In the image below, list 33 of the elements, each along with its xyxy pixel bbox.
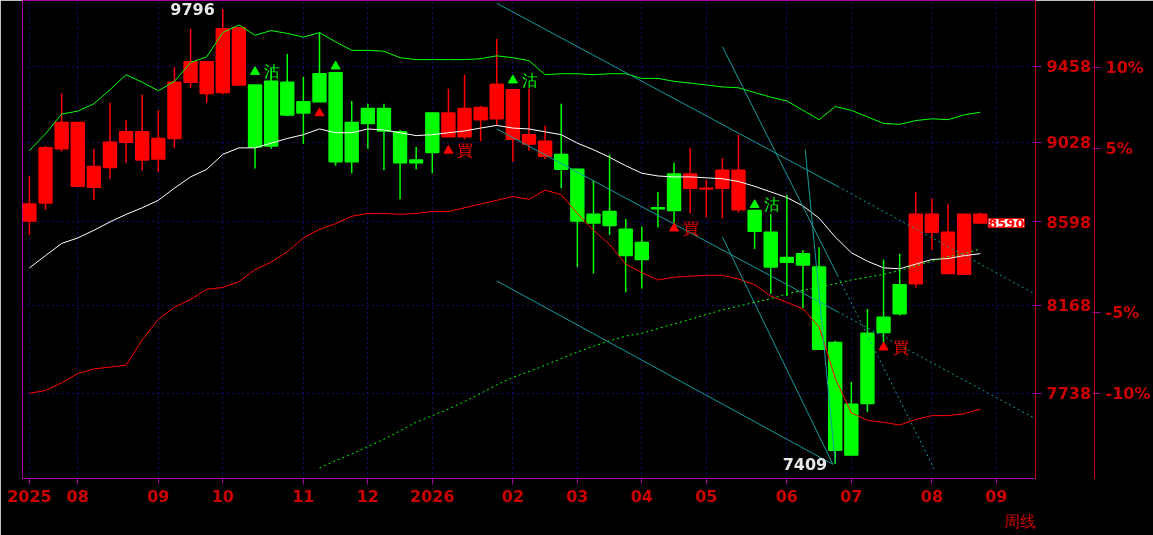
x-tick-label: 07 — [840, 486, 863, 506]
x-tick-label: 09 — [985, 486, 1008, 506]
x-tick-label: 06 — [775, 486, 798, 506]
y2-tick-label: -10% — [1105, 384, 1151, 404]
text: 周线 — [1003, 511, 1036, 531]
x-tick-label: 10 — [211, 486, 234, 506]
data-label: 沽 — [521, 70, 538, 90]
data-label: 買 — [457, 141, 474, 161]
y-tick-label: 8598 — [1046, 212, 1092, 232]
x-tick-label: 03 — [566, 486, 589, 506]
annotation: 8590 — [988, 215, 1025, 231]
x-tick-label: 2026 — [410, 486, 455, 506]
annotation: 9796 — [170, 0, 215, 20]
y2-tick-label: -5% — [1105, 302, 1140, 322]
y-tick-label: 9458 — [1046, 57, 1092, 77]
x-tick-label: 08 — [66, 486, 89, 506]
x-tick-label: 09 — [147, 486, 170, 506]
x-tick-label: 04 — [630, 486, 653, 506]
x-tick-label: 2025 — [7, 486, 52, 506]
x-tick-label: 11 — [292, 486, 315, 506]
y2-tick-label: 10% — [1105, 57, 1144, 77]
x-tick-label: 05 — [695, 486, 718, 506]
annotation: 7409 — [782, 454, 828, 474]
data-label: 買 — [683, 218, 700, 238]
y-tick-label: 9028 — [1046, 133, 1092, 153]
y2-tick-label: 5% — [1105, 139, 1133, 159]
y-tick-label: 8168 — [1046, 296, 1092, 316]
x-tick-label: 12 — [356, 486, 379, 506]
data-label: 沽 — [763, 195, 780, 215]
x-tick-label: 02 — [501, 486, 525, 506]
data-label: 買 — [892, 337, 909, 357]
y-tick-label: 7738 — [1046, 384, 1092, 404]
x-tick-label: 08 — [920, 486, 944, 506]
